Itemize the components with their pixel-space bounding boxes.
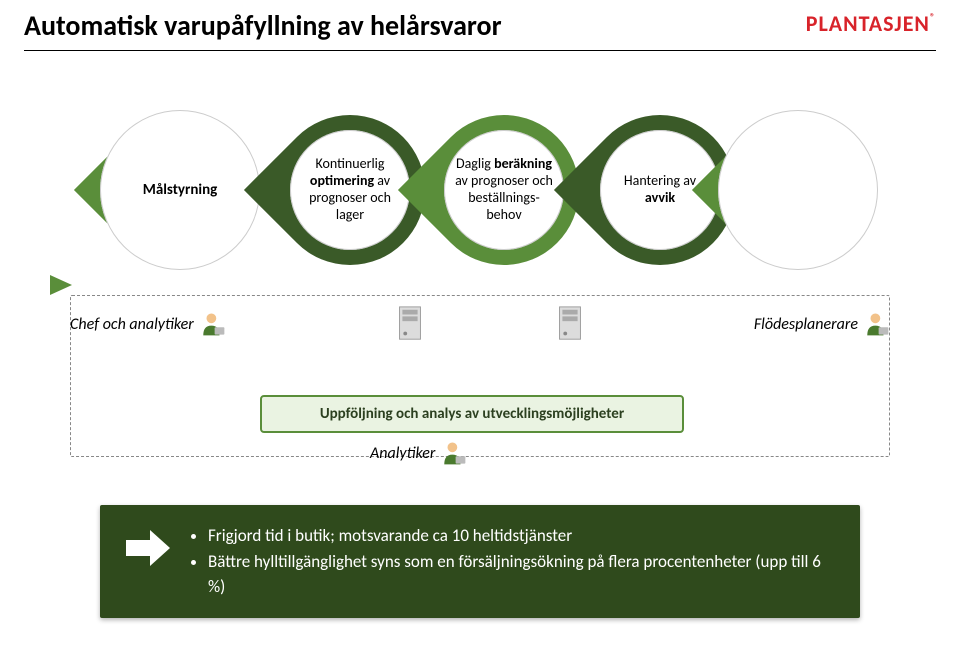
flow-node-4 [708,100,888,280]
summary-item: Frigjord tid i butik; motsvarande ca 10 … [208,523,836,549]
followup-bar: Uppföljning och analys av utvecklingsmöj… [260,395,684,433]
flow-start-arrow [50,275,72,295]
summary-list: Frigjord tid i butik; motsvarande ca 10 … [190,523,836,600]
logo-reg: ® [930,10,936,23]
person-icon [864,311,890,337]
logo-text: PLANTASJEN [806,10,930,37]
roles-row: Chef och analytiker Flödesplanerare [70,305,890,343]
title-divider [24,50,936,51]
server-icon [395,305,425,343]
server-icon [555,305,585,343]
role-right-label: Flödesplanerare [754,315,858,334]
person-icon [441,440,467,466]
flow-node-2-label: Daglig beräkning av prognoser och bestäl… [452,156,556,223]
summary-panel: Frigjord tid i butik; motsvarande ca 10 … [100,505,860,618]
role-right: Flödesplanerare [754,311,890,337]
flow-node-0-circle: Målstyrning [100,110,260,270]
process-flow: Målstyrning Kontinuerlig optimering av p… [50,100,910,290]
flow-node-0-label: Målstyrning [143,181,218,200]
brand-logo: PLANTASJEN® [806,10,936,37]
followup-text: Uppföljning och analys av utvecklingsmöj… [320,405,624,423]
role-analyst-label: Analytiker [370,444,435,463]
role-left-label: Chef och analytiker [70,315,194,334]
summary-item: Bättre hylltillgänglighet syns som en fö… [208,549,836,600]
flow-node-1-circle: Kontinuerlig optimering av prognoser och… [290,130,410,250]
flow-node-2-circle: Daglig beräkning av prognoser och bestäl… [444,130,564,250]
servers-group [395,305,585,343]
page-title: Automatisk varupåfyllning av helårsvaror [24,8,502,43]
role-left: Chef och analytiker [70,311,226,337]
flow-node-4-circle [718,110,878,270]
role-analyst: Analytiker [370,440,467,466]
person-icon [200,311,226,337]
arrow-right-icon [124,528,172,568]
flow-node-1-label: Kontinuerlig optimering av prognoser och… [298,156,402,223]
